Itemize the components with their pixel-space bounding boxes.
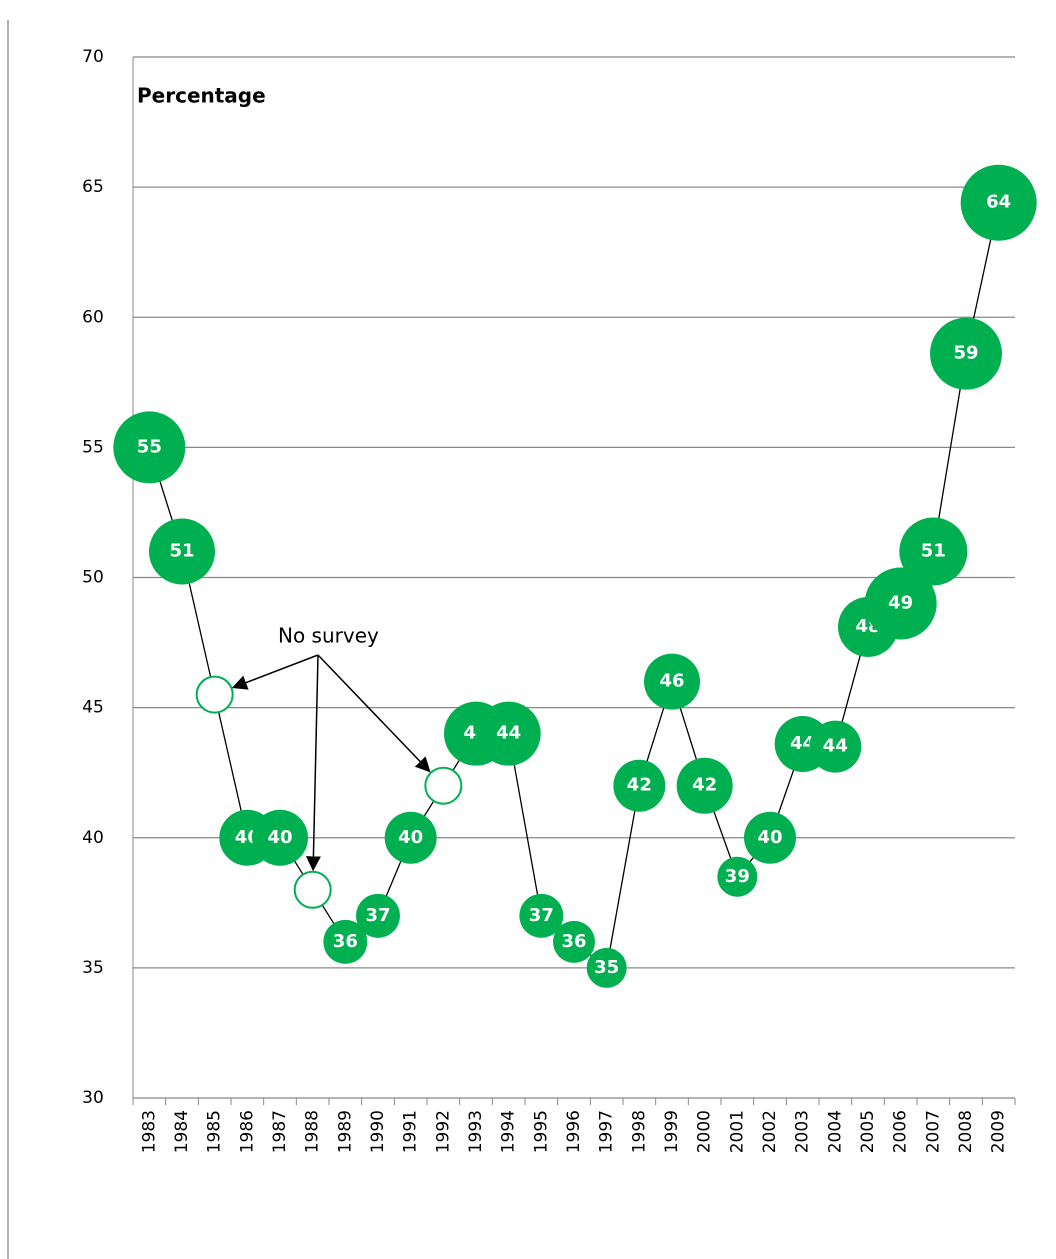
bubble	[864, 567, 937, 640]
x-tick-label: 1991	[401, 1110, 421, 1153]
x-tick-label: 2004	[825, 1110, 845, 1153]
x-tick-label: 2006	[891, 1110, 911, 1153]
data-label: 55	[137, 436, 162, 457]
x-tick-label: 1995	[531, 1110, 551, 1153]
data-label: 59	[953, 343, 978, 364]
bubble	[899, 517, 968, 586]
x-tick-label: 2007	[923, 1110, 943, 1153]
no-survey-marker	[424, 766, 463, 805]
y-tick-label: 60	[82, 307, 104, 327]
data-label: 42	[692, 775, 717, 796]
data-label: 36	[561, 931, 586, 952]
y-tick-label: 55	[82, 437, 104, 457]
x-tick-label: 1997	[597, 1110, 617, 1153]
annotation-arrow	[305, 654, 321, 872]
y-tick-label: 40	[82, 828, 104, 848]
annotation-arrow	[231, 654, 319, 690]
bubble	[744, 811, 796, 864]
x-tick-label: 1989	[335, 1110, 355, 1153]
data-label: 40	[267, 827, 292, 848]
x-tick-label: 1984	[172, 1110, 192, 1153]
bubble	[519, 893, 564, 938]
x-tick-label: 2000	[695, 1110, 715, 1153]
no-survey-marker	[293, 870, 332, 909]
data-label: 37	[365, 905, 390, 926]
x-tick-label: 1999	[662, 1110, 682, 1153]
bubble	[384, 811, 437, 864]
bubble	[930, 317, 1002, 390]
bubble	[676, 757, 733, 814]
data-label: 44	[496, 723, 521, 744]
bubble	[323, 919, 368, 964]
x-tick-label: 1985	[205, 1110, 225, 1153]
x-tick-label: 1987	[270, 1110, 290, 1153]
x-tick-label: 2009	[989, 1110, 1009, 1153]
x-tick-label: 1992	[433, 1110, 453, 1153]
bubble	[476, 701, 541, 766]
bubble	[960, 164, 1037, 241]
x-tick-label: 1983	[139, 1110, 159, 1153]
bubble	[149, 518, 215, 585]
data-label: 51	[921, 540, 946, 561]
y-axis-label: Percentage	[137, 84, 266, 108]
bubble	[113, 411, 186, 484]
y-tick-label: 35	[82, 958, 104, 978]
data-label: 40	[757, 827, 782, 848]
bubble	[252, 809, 308, 866]
y-tick-label: 70	[82, 47, 104, 67]
data-label: 51	[169, 540, 194, 561]
annotation-arrow	[317, 654, 431, 773]
data-label: 64	[986, 192, 1011, 213]
no-survey-marker	[195, 675, 234, 714]
data-label: 39	[725, 866, 750, 887]
data-label: 44	[790, 733, 815, 754]
bubble	[553, 920, 595, 963]
x-tick-label: 2008	[956, 1110, 976, 1153]
bubble	[356, 893, 400, 938]
bubble	[809, 720, 862, 773]
data-label: 49	[888, 593, 913, 614]
x-tick-label: 1988	[303, 1110, 323, 1153]
x-tick-label: 1994	[499, 1110, 519, 1153]
data-label: 46	[659, 671, 684, 692]
data-label: 44	[823, 736, 848, 757]
data-label: 37	[529, 905, 554, 926]
y-tick-label: 45	[82, 698, 104, 718]
bubble	[644, 653, 700, 710]
y-tick-label: 50	[82, 568, 104, 588]
x-tick-label: 1986	[237, 1110, 257, 1153]
data-label: 36	[333, 931, 358, 952]
bubble	[586, 947, 627, 988]
y-tick-label: 65	[82, 177, 104, 197]
y-tick-label: 30	[82, 1088, 104, 1108]
bubble	[717, 856, 758, 897]
x-tick-label: 1990	[368, 1110, 388, 1153]
x-tick-label: 1993	[466, 1110, 486, 1153]
x-tick-label: 2003	[793, 1110, 813, 1153]
data-label: 42	[627, 775, 652, 796]
annotation: No survey	[278, 624, 379, 648]
x-tick-label: 1996	[564, 1110, 584, 1153]
x-tick-label: 1998	[629, 1110, 649, 1153]
x-tick-label: 2001	[727, 1110, 747, 1153]
x-tick-label: 2005	[858, 1110, 878, 1153]
data-label: 40	[398, 827, 423, 848]
x-tick-label: 2002	[760, 1110, 780, 1153]
bubble	[613, 759, 666, 812]
data-label: 35	[594, 957, 619, 978]
